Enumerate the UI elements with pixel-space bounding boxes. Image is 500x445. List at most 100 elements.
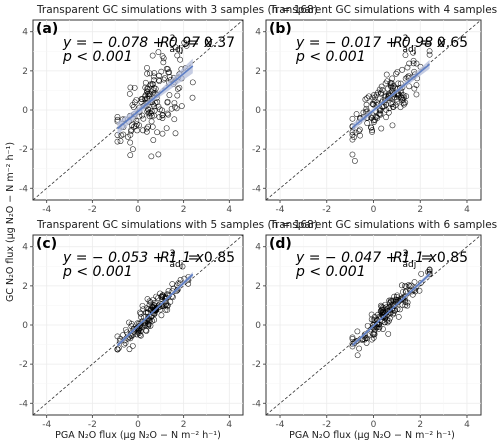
data-point xyxy=(164,98,171,105)
data-point xyxy=(177,56,184,63)
data-point xyxy=(176,47,183,54)
data-point xyxy=(410,49,416,56)
data-point xyxy=(150,87,157,94)
data-point xyxy=(402,282,408,289)
data-point xyxy=(127,152,134,159)
data-point xyxy=(376,86,383,93)
y-tick-label: -2 xyxy=(19,145,28,155)
data-point xyxy=(174,92,181,99)
data-point xyxy=(369,127,376,134)
p-value: p < 0.001 xyxy=(295,49,366,65)
r-squared-adj: R2 adj = 0.37 xyxy=(160,34,235,55)
data-point xyxy=(369,129,375,135)
data-point xyxy=(145,306,152,312)
data-point xyxy=(371,331,377,338)
data-point xyxy=(385,331,392,337)
data-point xyxy=(131,326,138,332)
data-point xyxy=(362,96,369,103)
x-tick-label: 0 xyxy=(371,205,377,215)
data-point xyxy=(172,104,178,110)
data-point xyxy=(122,340,129,347)
data-point xyxy=(391,307,398,314)
data-point xyxy=(144,64,150,71)
data-point xyxy=(147,91,153,98)
x-tick-label: 4 xyxy=(226,205,232,215)
data-point xyxy=(132,99,138,106)
r-squared-adj: R2 adj = 0.85 xyxy=(160,249,235,270)
y-tick-label: 4 xyxy=(255,243,261,253)
data-point xyxy=(165,111,172,118)
data-point xyxy=(174,52,181,59)
data-point xyxy=(189,79,196,86)
data-point xyxy=(144,317,151,324)
data-point xyxy=(121,341,127,348)
data-point xyxy=(399,66,406,73)
data-point xyxy=(142,92,149,99)
data-point xyxy=(354,328,361,335)
data-point xyxy=(178,103,185,109)
panel-label: (d) xyxy=(269,236,292,252)
identity-line xyxy=(32,234,244,416)
data-point xyxy=(155,103,162,110)
data-point xyxy=(165,69,172,76)
data-point xyxy=(380,309,387,316)
y-tick-label: 2 xyxy=(255,282,261,292)
data-point xyxy=(151,112,157,119)
data-point xyxy=(368,124,375,131)
data-point xyxy=(135,327,142,334)
data-point xyxy=(410,60,417,67)
data-point xyxy=(137,310,144,317)
y-tick-label: -4 xyxy=(252,399,261,409)
x-tick-label: -2 xyxy=(322,205,331,215)
data-point xyxy=(139,112,146,119)
data-point xyxy=(183,42,190,49)
x-tick-label: 2 xyxy=(181,205,187,215)
data-point xyxy=(128,320,135,327)
data-point xyxy=(171,116,178,123)
data-point xyxy=(147,82,154,89)
data-point xyxy=(426,51,433,58)
x-axis-label-right: PGA N₂O flux (µg N₂O − N m⁻² h⁻¹) xyxy=(289,430,455,441)
data-point xyxy=(176,84,183,91)
data-point xyxy=(158,68,165,75)
data-point xyxy=(379,87,386,94)
regression-equation: y = − 0.053 + 1.1 x xyxy=(62,250,205,266)
data-point xyxy=(189,94,196,101)
data-point xyxy=(159,294,166,300)
data-point xyxy=(411,279,418,285)
data-point xyxy=(126,346,133,353)
data-point xyxy=(148,110,154,117)
data-point xyxy=(153,293,160,300)
x-tick-label: -4 xyxy=(42,205,51,215)
data-point xyxy=(127,84,134,91)
data-point xyxy=(357,132,363,139)
data-point xyxy=(395,313,402,320)
data-point xyxy=(163,125,170,132)
data-point xyxy=(402,302,409,309)
data-point xyxy=(137,309,143,316)
regression-equation: y = − 0.078 + 0.97 x xyxy=(62,35,213,51)
data-point xyxy=(390,310,397,317)
panel-label: (a) xyxy=(36,21,58,37)
data-point xyxy=(172,44,179,51)
y-tick-label: 0 xyxy=(22,106,28,116)
data-point xyxy=(404,302,411,309)
x-axis-label-left: PGA N₂O flux (µg N₂O − N m⁻² h⁻¹) xyxy=(55,430,221,441)
data-point xyxy=(395,299,401,306)
data-point xyxy=(151,299,158,306)
data-point xyxy=(370,331,377,337)
data-point xyxy=(126,90,133,97)
y-tick-label: 2 xyxy=(22,67,28,77)
data-point xyxy=(139,302,146,309)
x-tick-label: 2 xyxy=(417,420,423,430)
data-point xyxy=(380,313,387,320)
data-point xyxy=(185,280,192,287)
data-point xyxy=(418,270,425,277)
data-point xyxy=(158,312,165,319)
data-point xyxy=(384,316,391,323)
data-point xyxy=(388,298,395,305)
data-point xyxy=(171,100,178,106)
regression-line xyxy=(116,273,194,346)
y-tick-label: 0 xyxy=(255,321,261,331)
data-point xyxy=(349,115,356,122)
